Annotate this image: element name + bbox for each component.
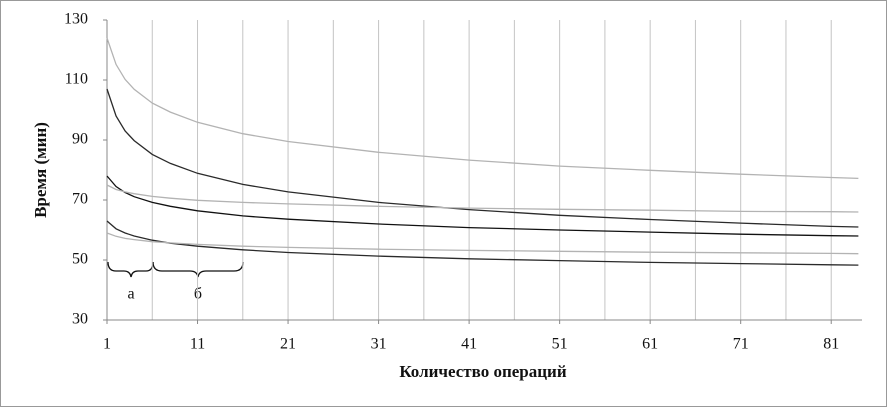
x-tick-label: 21 <box>280 336 296 353</box>
y-tick-label: 30 <box>72 311 88 328</box>
annotation: а <box>127 286 134 303</box>
series-line <box>106 184 859 213</box>
y-tick-label: 90 <box>72 131 88 148</box>
x-tick-label: 81 <box>823 336 839 353</box>
series-line <box>106 88 859 228</box>
y-tick-label: 110 <box>65 71 88 88</box>
x-tick-label: 51 <box>552 336 568 353</box>
x-tick-label: 41 <box>461 336 477 353</box>
x-tick-label: 1 <box>103 336 111 353</box>
y-tick-label: 70 <box>72 191 88 208</box>
y-axis-title: Время (мин) <box>31 122 50 218</box>
series-line <box>106 232 859 255</box>
y-tick-label: 50 <box>72 251 88 268</box>
series-line <box>106 220 859 266</box>
series-line <box>106 175 859 237</box>
y-tick-label: 130 <box>64 11 88 28</box>
x-tick-label: 31 <box>371 336 387 353</box>
series-line <box>106 37 859 180</box>
x-tick-label: 11 <box>190 336 205 353</box>
x-tick-label: 61 <box>642 336 658 353</box>
x-tick-label: 71 <box>733 336 749 353</box>
x-axis-title: Количество операций <box>399 362 567 381</box>
brace <box>107 261 154 278</box>
